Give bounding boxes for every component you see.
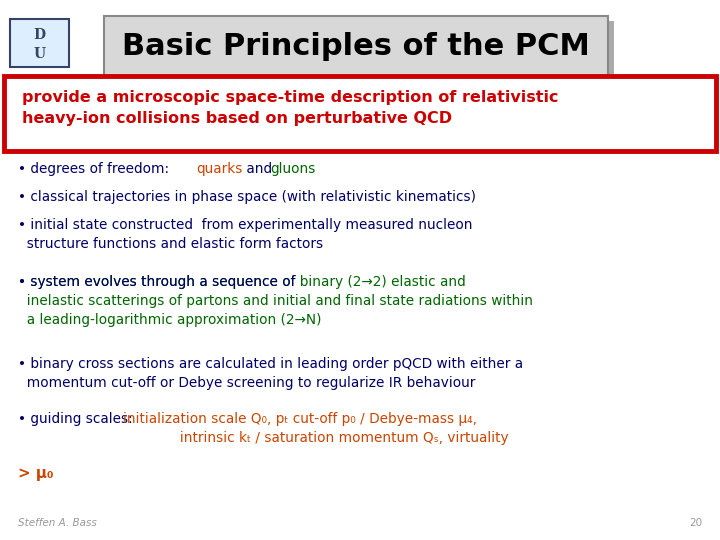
FancyBboxPatch shape — [104, 16, 608, 78]
FancyBboxPatch shape — [11, 19, 69, 68]
Text: Steffen A. Bass: Steffen A. Bass — [18, 518, 96, 528]
FancyBboxPatch shape — [110, 21, 614, 83]
Text: • binary cross sections are calculated in leading order pQCD with either a
  mom: • binary cross sections are calculated i… — [18, 357, 523, 390]
Text: quarks: quarks — [196, 162, 242, 176]
Text: > μ₀: > μ₀ — [18, 466, 53, 481]
Text: • system evolves through a sequence of: • system evolves through a sequence of — [18, 275, 300, 289]
Text: Basic Principles of the PCM: Basic Principles of the PCM — [122, 32, 590, 62]
Text: 20: 20 — [689, 518, 702, 528]
Text: • classical trajectories in phase space (with relativistic kinematics): • classical trajectories in phase space … — [18, 190, 476, 204]
Text: gluons: gluons — [270, 162, 315, 176]
Text: • initial state constructed  from experimentally measured nucleon
  structure fu: • initial state constructed from experim… — [18, 218, 472, 251]
Text: • guiding scales:: • guiding scales: — [18, 412, 137, 426]
FancyBboxPatch shape — [4, 76, 716, 151]
Text: • system evolves through a sequence of binary (2→2) elastic and
  inelastic scat: • system evolves through a sequence of b… — [18, 275, 533, 327]
Text: • degrees of freedom:: • degrees of freedom: — [18, 162, 174, 176]
Text: and: and — [242, 162, 276, 176]
Text: D: D — [34, 28, 45, 42]
Text: U: U — [34, 47, 45, 61]
Text: provide a microscopic space-time description of relativistic
heavy-ion collision: provide a microscopic space-time descrip… — [22, 90, 558, 126]
Text: initialization scale Q₀, pₜ cut-off p₀ / Debye-mass μ₄,
                        : initialization scale Q₀, pₜ cut-off p₀ /… — [18, 412, 508, 445]
